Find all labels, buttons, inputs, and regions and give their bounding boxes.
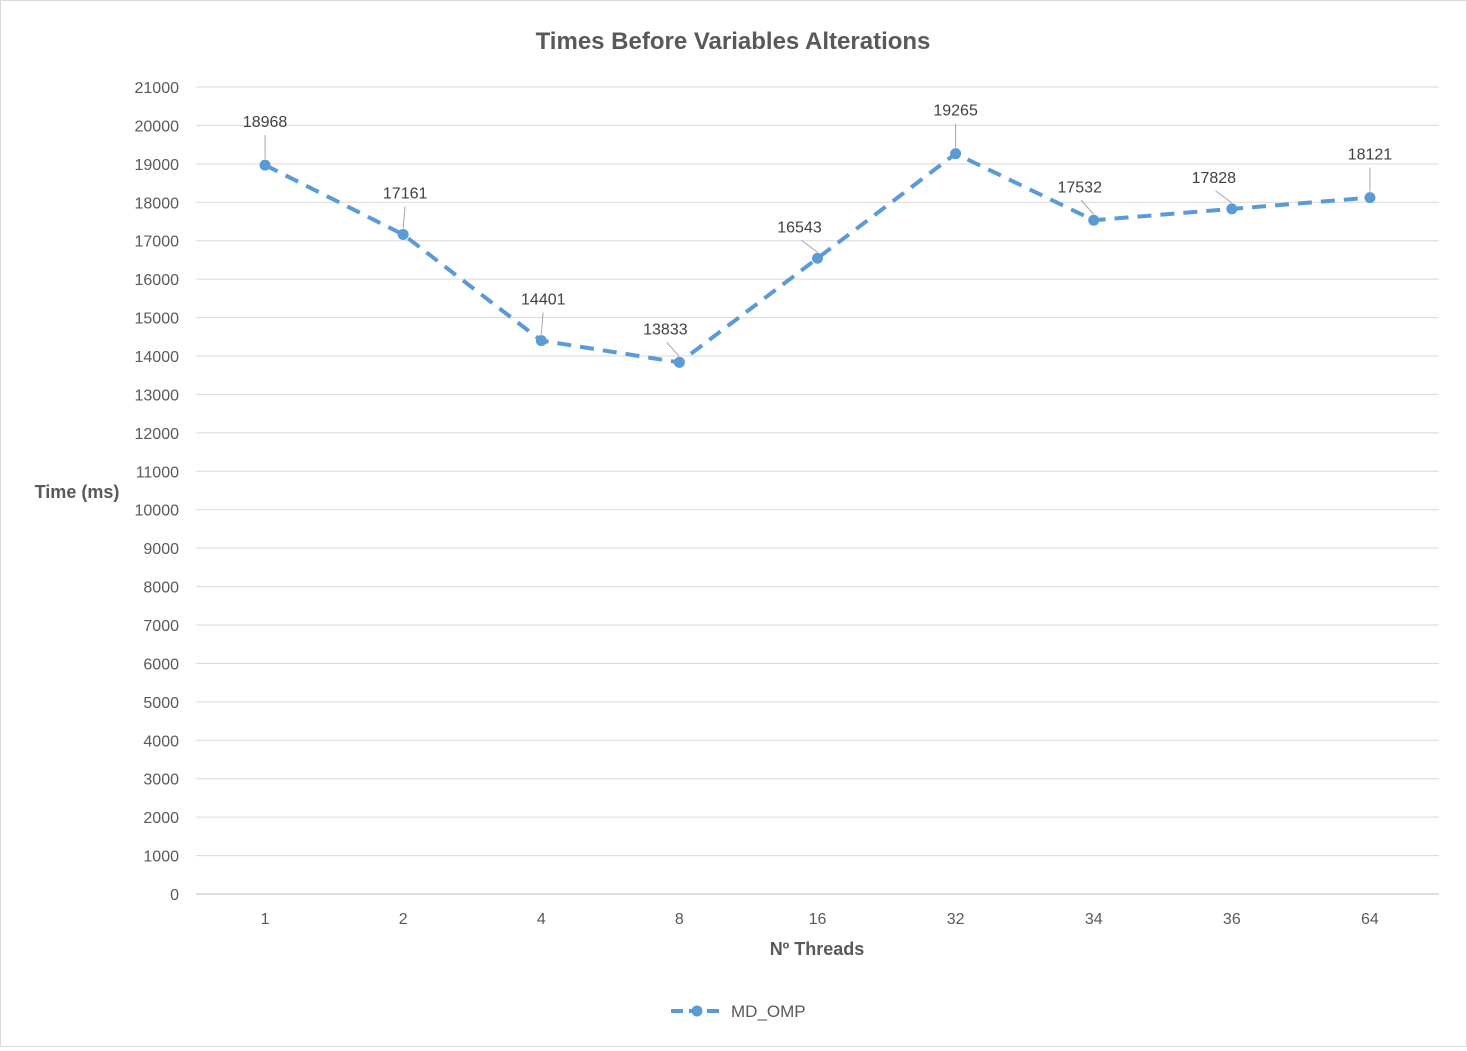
data-label-leader bbox=[666, 342, 680, 357]
x-tick-label: 8 bbox=[675, 911, 684, 928]
data-point[interactable] bbox=[950, 148, 962, 160]
y-tick-label: 12000 bbox=[135, 426, 180, 443]
data-label-leader bbox=[801, 239, 818, 253]
legend-series-name: MD_OMP bbox=[731, 1002, 806, 1021]
x-tick-label: 4 bbox=[537, 911, 546, 928]
y-tick-label: 6000 bbox=[143, 656, 179, 673]
y-tick-label: 1000 bbox=[143, 849, 179, 866]
y-tick-label: 4000 bbox=[143, 733, 179, 750]
data-label: 13833 bbox=[643, 321, 688, 338]
data-label-leader bbox=[1080, 199, 1095, 215]
data-label: 18121 bbox=[1348, 147, 1393, 164]
data-point[interactable] bbox=[673, 356, 685, 368]
gridlines bbox=[196, 86, 1439, 895]
data-point[interactable] bbox=[1364, 192, 1376, 204]
data-label-leader bbox=[540, 312, 544, 335]
data-label: 17161 bbox=[383, 186, 428, 203]
data-point[interactable] bbox=[259, 159, 271, 171]
x-axis-title: Nº Threads bbox=[770, 939, 865, 959]
series-line-group bbox=[264, 151, 1371, 365]
data-label: 18968 bbox=[243, 114, 288, 131]
data-point[interactable] bbox=[1088, 214, 1100, 226]
data-label-leader bbox=[402, 206, 406, 229]
x-tick-label: 16 bbox=[809, 911, 827, 928]
data-label: 19265 bbox=[933, 103, 978, 120]
y-tick-label: 21000 bbox=[135, 80, 180, 97]
x-tick-label: 32 bbox=[947, 911, 965, 928]
x-tick-label: 34 bbox=[1085, 911, 1103, 928]
series-line-md-omp bbox=[264, 151, 1371, 365]
data-label-leader-lines bbox=[264, 123, 1371, 357]
y-tick-label: 5000 bbox=[143, 695, 179, 712]
y-tick-label: 16000 bbox=[135, 272, 180, 289]
y-tick-label: 11000 bbox=[136, 464, 179, 481]
x-tick-label: 36 bbox=[1223, 911, 1241, 928]
legend[interactable]: MD_OMP bbox=[671, 1002, 806, 1021]
data-point-markers bbox=[259, 148, 1376, 368]
chart-title: Times Before Variables Alterations bbox=[536, 28, 931, 55]
legend-series-marker bbox=[691, 1005, 703, 1017]
data-point[interactable] bbox=[535, 335, 547, 347]
y-tick-label: 8000 bbox=[143, 580, 179, 597]
y-tick-label: 3000 bbox=[143, 772, 179, 789]
y-axis-tick-labels: 0 1000 2000 3000 4000 5000 6000 7000 8000 9000 100… bbox=[135, 80, 180, 904]
data-point[interactable] bbox=[812, 252, 823, 264]
x-tick-label: 2 bbox=[399, 911, 408, 928]
y-tick-label: 17000 bbox=[135, 234, 180, 251]
y-tick-label: 0 bbox=[170, 887, 179, 904]
y-axis-title: Time (ms) bbox=[35, 482, 120, 502]
y-tick-label: 18000 bbox=[135, 195, 180, 212]
x-axis-tick-labels: 1 2 4 8 16 32 34 36 64 bbox=[261, 911, 1379, 928]
y-tick-label: 7000 bbox=[143, 618, 179, 635]
data-label: 14401 bbox=[521, 292, 566, 309]
data-point[interactable] bbox=[397, 229, 409, 241]
y-tick-label: 15000 bbox=[135, 311, 180, 328]
data-labels: 18968 17161 14401 13833 16543 19265 17532 17828… bbox=[243, 103, 1392, 339]
data-point[interactable] bbox=[1226, 203, 1238, 215]
y-tick-label: 10000 bbox=[135, 503, 180, 520]
y-tick-label: 14000 bbox=[135, 349, 180, 366]
y-tick-label: 2000 bbox=[143, 810, 179, 827]
data-label: 16543 bbox=[777, 219, 822, 236]
x-tick-label: 64 bbox=[1361, 911, 1379, 928]
data-label: 17532 bbox=[1057, 179, 1102, 196]
x-tick-label: 1 bbox=[261, 911, 270, 928]
y-tick-label: 20000 bbox=[135, 118, 180, 135]
data-label: 17828 bbox=[1192, 170, 1237, 187]
y-tick-label: 19000 bbox=[135, 157, 180, 174]
y-tick-label: 13000 bbox=[135, 387, 180, 404]
y-tick-label: 9000 bbox=[143, 541, 179, 558]
data-label-leader bbox=[1215, 190, 1233, 204]
